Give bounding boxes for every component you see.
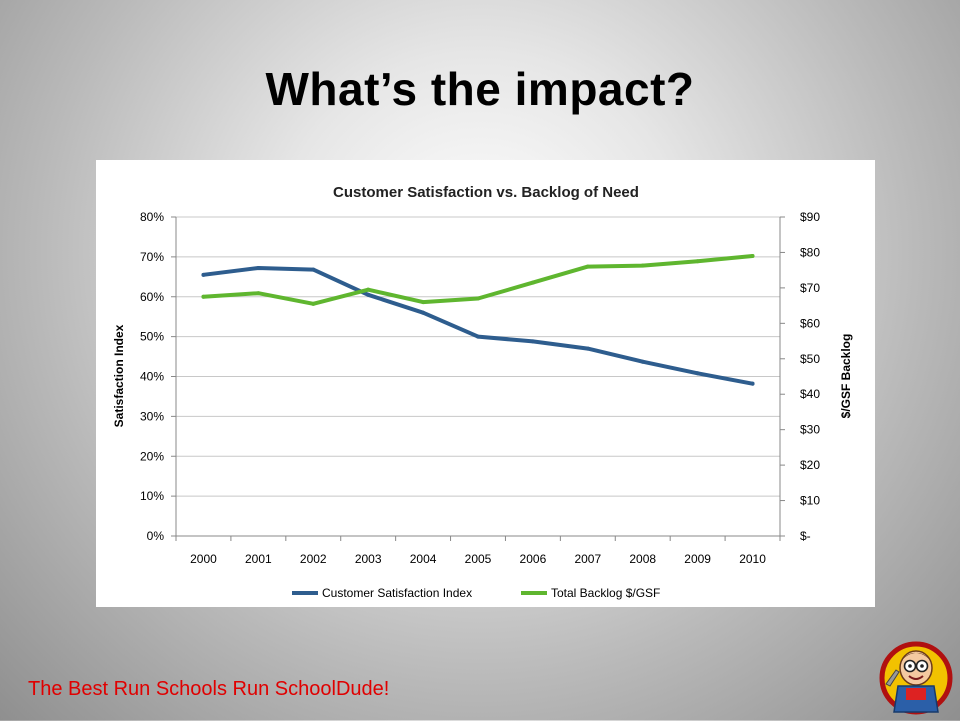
y-tick-label: 10%: [140, 489, 164, 503]
legend-label: Customer Satisfaction Index: [322, 586, 472, 600]
x-tick-label: 2005: [465, 552, 492, 566]
y-tick-label: 70%: [140, 250, 164, 264]
slide-title: What’s the impact?: [265, 63, 695, 115]
y2-axis-label: $/GSF Backlog: [839, 334, 853, 419]
data-point: [695, 259, 700, 264]
y-tick-label: 30%: [140, 409, 164, 423]
y2-tick-label: $50: [800, 352, 820, 366]
y2-tick-label: $40: [800, 387, 820, 401]
y-axis-label: Satisfaction Index: [112, 324, 126, 427]
data-point: [750, 253, 755, 258]
y2-tick-label: $-: [800, 529, 811, 543]
y2-tick-label: $90: [800, 210, 820, 224]
data-point: [256, 266, 261, 271]
x-tick-label: 2000: [190, 552, 217, 566]
data-point: [366, 292, 371, 297]
y2-tick-label: $30: [800, 423, 820, 437]
data-point: [311, 301, 316, 306]
y2-tick-label: $80: [800, 245, 820, 259]
x-tick-label: 2002: [300, 552, 327, 566]
y2-tick-label: $60: [800, 316, 820, 330]
y-tick-label: 80%: [140, 210, 164, 224]
data-point: [421, 310, 426, 315]
data-point: [695, 371, 700, 376]
x-tick-label: 2001: [245, 552, 272, 566]
axis-ticks: 0% 10% 20% 30% 40% 50% 60% 70% 80% $- $10 $20 $30 $40…: [140, 210, 820, 566]
x-tick-label: 2003: [355, 552, 382, 566]
data-point: [530, 339, 535, 344]
x-tick-label: 2006: [520, 552, 547, 566]
y-tick-label: 0%: [147, 529, 165, 543]
y2-tick-label: $70: [800, 281, 820, 295]
y-tick-label: 60%: [140, 290, 164, 304]
data-point: [311, 267, 316, 272]
data-point: [530, 280, 535, 285]
data-point: [256, 291, 261, 296]
data-point: [476, 334, 480, 339]
legend-label: Total Backlog $/GSF: [551, 586, 660, 600]
x-tick-label: 2008: [629, 552, 656, 566]
x-tick-label: 2007: [574, 552, 601, 566]
data-point: [421, 300, 426, 305]
data-point: [750, 381, 755, 386]
line-chart: Customer Satisfaction vs. Backlog of Nee…: [112, 184, 853, 600]
x-tick-label: 2009: [684, 552, 711, 566]
x-tick-label: 2004: [410, 552, 437, 566]
data-point: [585, 264, 590, 269]
legend: Customer Satisfaction Index Total Backlog…: [292, 586, 660, 600]
data-point: [640, 359, 645, 364]
x-tick-label: 2010: [739, 552, 766, 566]
y2-tick-label: $10: [800, 494, 820, 508]
data-point: [201, 294, 206, 299]
y-tick-label: 20%: [140, 449, 164, 463]
y2-tick-label: $20: [800, 458, 820, 472]
series-line-satisfaction: [201, 266, 755, 386]
y-tick-label: 40%: [140, 370, 164, 384]
data-point: [585, 346, 590, 351]
y-tick-label: 50%: [140, 330, 164, 344]
chart-title: Customer Satisfaction vs. Backlog of Nee…: [333, 184, 639, 201]
schooldude-mascot-logo: [876, 634, 954, 716]
data-point: [201, 272, 206, 277]
data-point: [366, 287, 371, 292]
chart-panel: Customer Satisfaction vs. Backlog of Nee…: [96, 160, 875, 607]
data-point: [640, 263, 645, 268]
series-lines: [201, 253, 755, 386]
data-point: [476, 296, 480, 301]
footer-tagline: The Best Run Schools Run SchoolDude!: [28, 678, 390, 700]
gridlines: [176, 216, 780, 497]
